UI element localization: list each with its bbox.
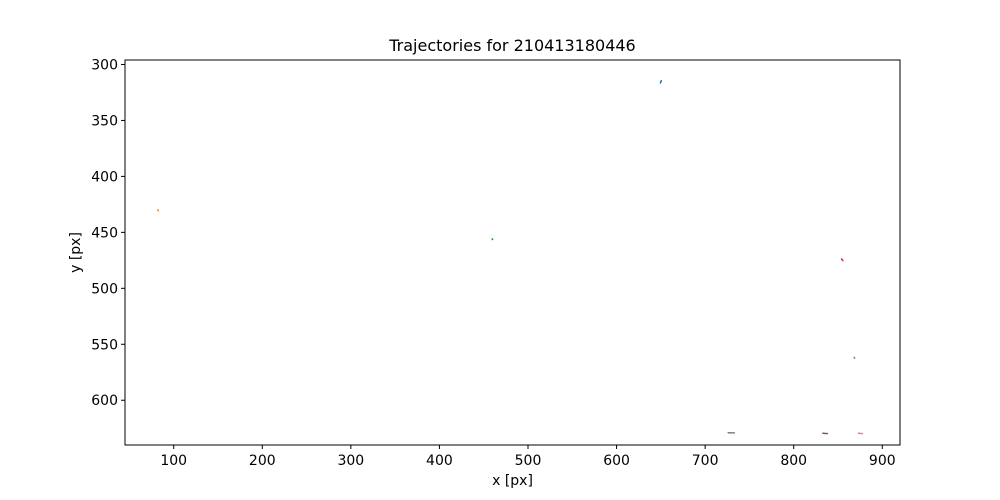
y-axis-label: y [px] [68, 232, 84, 273]
plot-area [157, 79, 864, 435]
plot-frame [124, 59, 901, 446]
x-axis-label: x [px] [492, 473, 533, 489]
y-tick-label: 550 [91, 337, 118, 353]
x-tick-label: 200 [249, 453, 276, 469]
trajectory-line-5 [853, 356, 856, 359]
y-tick-label: 500 [91, 281, 118, 297]
x-tick-label: 400 [426, 453, 453, 469]
y-tick-label: 600 [91, 393, 118, 409]
x-tick-label: 800 [780, 453, 807, 469]
x-tick-label: 900 [869, 453, 896, 469]
x-tick-label: 600 [603, 453, 630, 469]
chart-title: Trajectories for 210413180446 [388, 36, 635, 55]
y-tick-label: 300 [91, 57, 118, 73]
y-axis: 300 350 400 450 500 550 600 [91, 57, 125, 409]
y-tick-label: 450 [91, 225, 118, 241]
x-axis: 100 200 300 400 500 600 700 800 900 [160, 445, 896, 469]
trajectory-line-4 [840, 258, 844, 262]
y-tick-label: 400 [91, 169, 118, 185]
trajectory-line-2 [157, 209, 160, 212]
x-tick-label: 700 [692, 453, 719, 469]
x-tick-label: 500 [515, 453, 542, 469]
y-tick-label: 350 [91, 113, 118, 129]
x-tick-label: 300 [337, 453, 364, 469]
trajectory-line-1 [659, 79, 663, 84]
trajectory-line-3 [491, 238, 494, 241]
x-tick-label: 100 [160, 453, 187, 469]
